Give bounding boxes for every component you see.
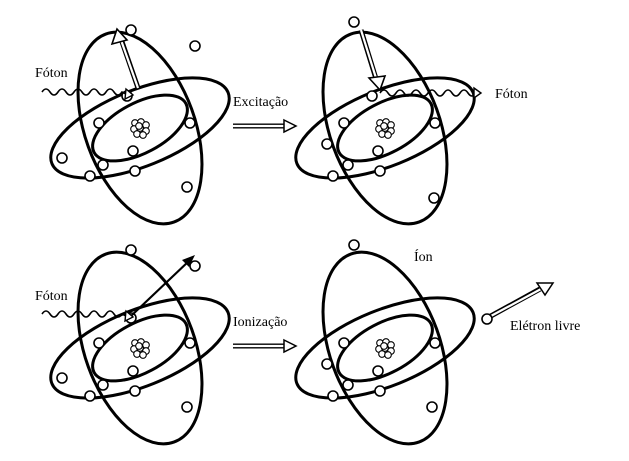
electron [93, 117, 105, 129]
atom-top-right [281, 13, 489, 243]
free-electron [481, 282, 555, 325]
ionization-arrow [233, 338, 298, 354]
electron [97, 379, 109, 391]
electron [428, 192, 440, 204]
electron [374, 165, 386, 177]
atom-bottom-left [36, 233, 244, 461]
electron [321, 138, 333, 150]
atom-ion [281, 233, 489, 461]
free-electron-dot [481, 313, 493, 325]
electron [348, 16, 360, 28]
electron [321, 358, 333, 370]
electron [338, 117, 350, 129]
electron [125, 24, 137, 36]
electron [129, 385, 141, 397]
electron [366, 90, 378, 102]
free-electron-label: Elétron livre [510, 319, 580, 334]
electron [348, 239, 360, 251]
incoming-photon-wave [41, 88, 127, 96]
ion-label: Íon [414, 248, 433, 265]
electron [84, 170, 96, 182]
ionizing-photon-wave [41, 310, 127, 318]
electron [189, 260, 201, 272]
electron [56, 152, 68, 164]
electron [127, 145, 139, 157]
electron [426, 401, 438, 413]
electron [129, 165, 141, 177]
electron [429, 337, 441, 349]
photon-label-bottom: Fóton [35, 289, 68, 304]
electron [181, 181, 193, 193]
excitation-arrow [233, 118, 298, 134]
atom-top-left [36, 13, 244, 243]
electron [181, 401, 193, 413]
electron [56, 372, 68, 384]
electron [125, 244, 137, 256]
electron [97, 159, 109, 171]
photon-label-out: Fóton [495, 87, 528, 102]
electron [327, 390, 339, 402]
ionization-label: Ionização [233, 315, 287, 330]
electron [342, 159, 354, 171]
electron [372, 365, 384, 377]
electron [342, 379, 354, 391]
electron [338, 337, 350, 349]
photon-label-top: Fóton [35, 66, 68, 81]
excitation-label: Excitação [233, 95, 288, 110]
electron [184, 117, 196, 129]
electron [189, 40, 201, 52]
electron [184, 337, 196, 349]
electron [93, 337, 105, 349]
electron [374, 385, 386, 397]
outgoing-photon-wave [379, 89, 477, 97]
electron [429, 117, 441, 129]
electron [84, 390, 96, 402]
electron [127, 365, 139, 377]
electron [372, 145, 384, 157]
electron [327, 170, 339, 182]
